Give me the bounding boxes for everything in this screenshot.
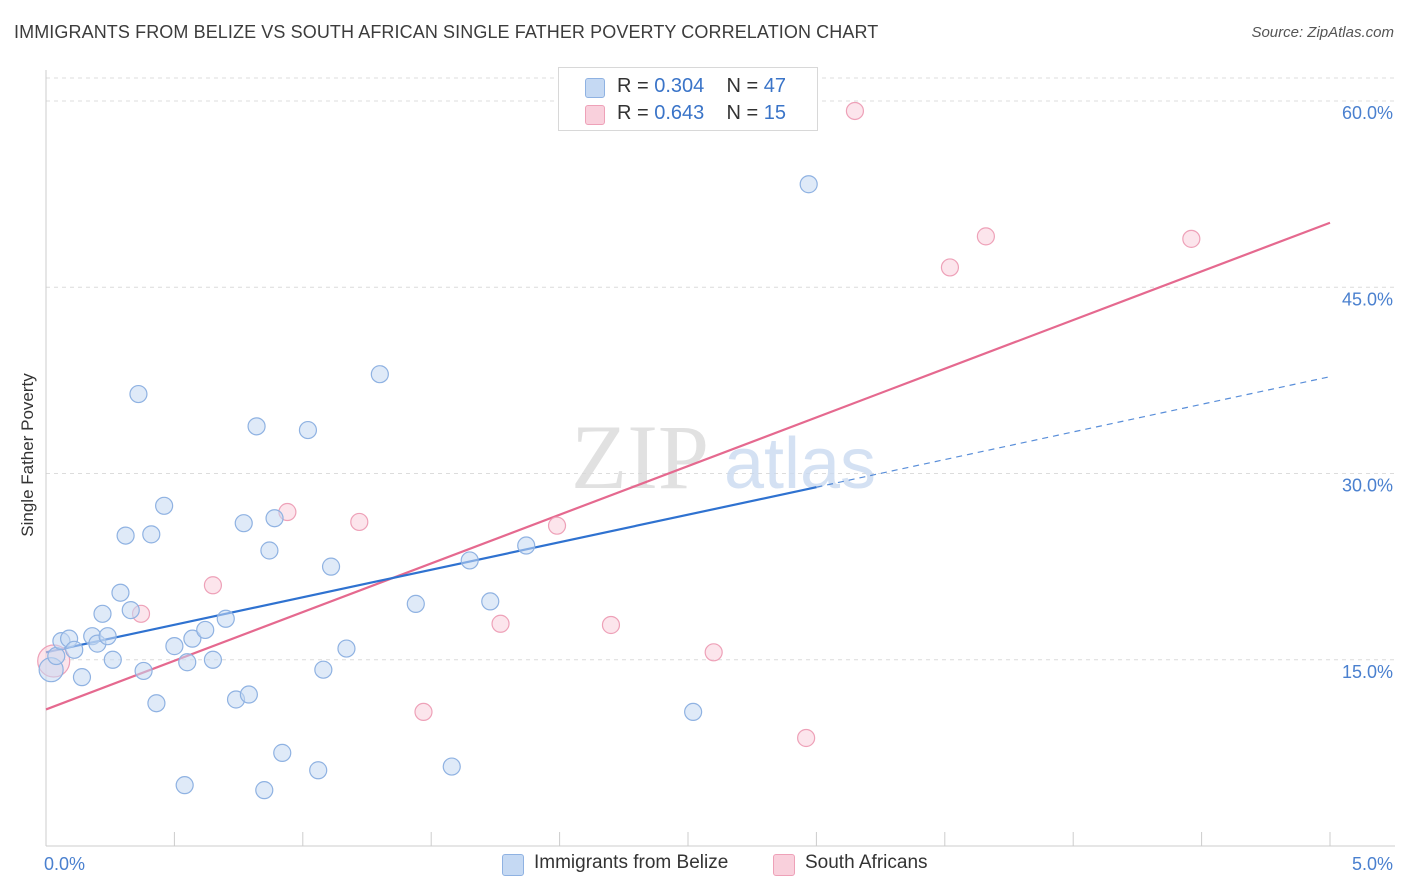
point-belize <box>111 583 130 602</box>
chart-title: IMMIGRANTS FROM BELIZE VS SOUTH AFRICAN … <box>14 22 879 42</box>
trendline-south-africans <box>45 221 1331 711</box>
point-belize <box>203 650 223 669</box>
bottom-legend-swatch-pink <box>773 854 795 876</box>
point-belize <box>142 525 161 544</box>
point-belize <box>175 776 194 795</box>
point-belize <box>370 365 389 384</box>
legend-swatch-pink <box>585 105 605 125</box>
point-belize <box>273 743 292 762</box>
point-belize <box>481 592 500 611</box>
point-belize <box>298 420 318 440</box>
point-belize <box>134 661 153 681</box>
point-belize <box>155 496 174 515</box>
tick-label-layer: 15.0% 30.0% 45.0% 60.0% 0.0% 5.0% <box>44 103 1393 874</box>
point-south-africans <box>1182 229 1201 248</box>
y-tick-label: 15.0% <box>1342 662 1393 682</box>
legend-r-value-south-africans: 0.643 <box>654 102 705 124</box>
grid-layer <box>46 77 1395 661</box>
point-belize <box>116 526 135 545</box>
point-belize <box>183 629 202 648</box>
watermark-zip: ZIP <box>571 406 709 508</box>
point-belize <box>216 609 235 628</box>
point-south-africans <box>797 728 816 748</box>
trendline-belize <box>45 486 817 654</box>
point-belize <box>178 653 197 672</box>
legend-n-label: N = <box>726 102 759 124</box>
point-south-africans <box>976 227 995 246</box>
legend-n-label: N = <box>726 75 759 97</box>
point-belize <box>103 650 122 669</box>
point-belize <box>321 557 341 576</box>
point-south-africans <box>491 614 510 633</box>
point-south-africans <box>704 643 723 662</box>
point-south-africans <box>350 512 369 532</box>
point-belize <box>98 627 117 646</box>
source-label: Source: ZipAtlas.com <box>1251 24 1394 41</box>
point-belize <box>255 781 274 800</box>
correlation-legend: R = 0.304 N = 47 R = 0.643 N = 15 <box>558 67 818 131</box>
point-belize <box>234 514 253 533</box>
point-belize <box>460 551 479 570</box>
y-tick-label: 30.0% <box>1342 476 1393 496</box>
point-south-africans <box>547 516 567 535</box>
point-belize <box>684 702 703 722</box>
point-belize <box>121 600 140 620</box>
bottom-legend-label-south-africans: South Africans <box>805 852 928 873</box>
bottom-legend-label-belize: Immigrants from Belize <box>534 852 729 873</box>
point-belize <box>247 417 266 436</box>
legend-n-value-belize: 47 <box>763 75 787 97</box>
point-belize <box>799 175 818 194</box>
point-belize <box>129 384 148 404</box>
legend-swatch-blue <box>585 78 605 98</box>
point-south-africans <box>601 615 621 635</box>
point-belize <box>147 694 166 713</box>
watermark-atlas: atlas <box>724 424 876 504</box>
y-tick-label: 45.0% <box>1342 289 1393 309</box>
point-belize <box>337 639 356 658</box>
point-belize <box>165 637 184 656</box>
points-layer <box>37 101 1201 800</box>
point-south-africans <box>845 101 865 121</box>
axis-layer <box>45 70 1395 847</box>
legend-r-label: R = <box>617 75 649 97</box>
point-south-africans <box>203 576 223 595</box>
point-south-africans <box>414 702 433 722</box>
y-tick-label: 60.0% <box>1342 103 1393 123</box>
point-belize <box>406 594 425 613</box>
point-belize <box>260 541 279 560</box>
point-belize <box>65 640 84 659</box>
point-south-africans <box>940 258 960 277</box>
point-belize <box>239 685 258 704</box>
legend-r-label: R = <box>617 102 649 124</box>
point-belize <box>309 761 328 780</box>
legend-n-value-south-africans: 15 <box>763 102 787 124</box>
point-belize <box>93 604 112 623</box>
point-belize <box>314 660 333 679</box>
point-belize <box>265 509 284 528</box>
bottom-legend-swatch-blue <box>502 854 524 876</box>
trend-layer <box>45 221 1331 711</box>
point-belize <box>196 620 215 640</box>
trendline-belize-extension <box>816 376 1331 488</box>
point-belize <box>517 536 536 555</box>
point-belize <box>72 668 92 687</box>
x-tick-label-min: 0.0% <box>44 854 85 874</box>
point-belize <box>442 757 461 776</box>
legend-r-value-belize: 0.304 <box>654 75 705 97</box>
x-tick-label-max: 5.0% <box>1352 854 1393 874</box>
